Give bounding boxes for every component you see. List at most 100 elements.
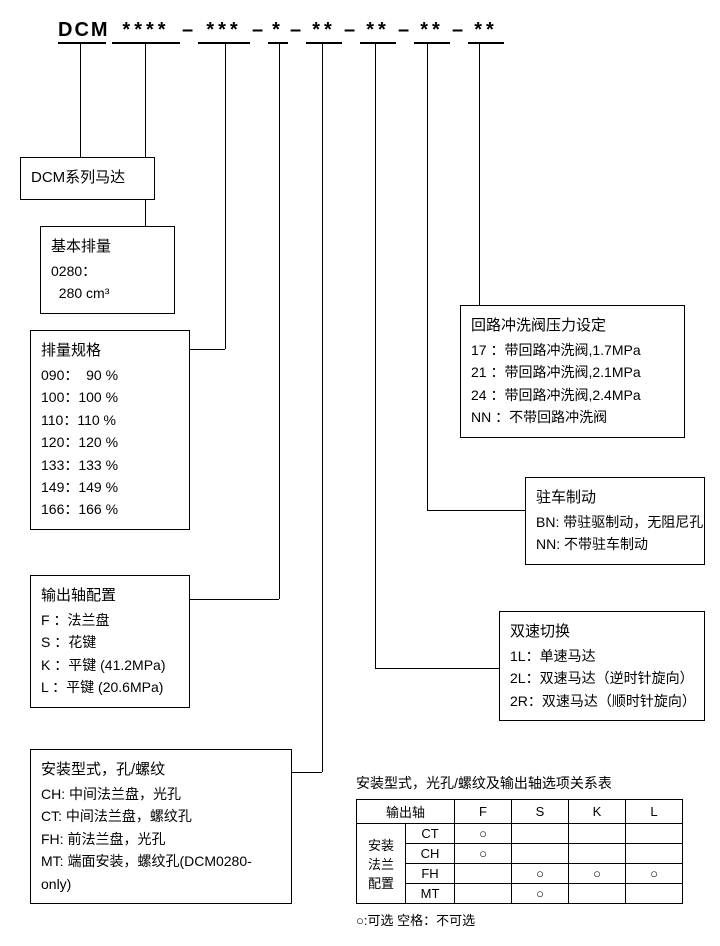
table-col-header: L — [626, 800, 683, 824]
box-b-line: 133：133 % — [41, 454, 179, 476]
relation-table-wrap: 安装型式，光孔/螺纹及输出轴选项关系表输出轴FSKL安装法兰配置CT○CH○FH… — [356, 773, 683, 929]
box-g: 回路冲洗阀压力设定 17 ：带回路冲洗阀,1.7MPa21 ：带回路冲洗阀,2.1… — [460, 305, 685, 438]
code-seg-b-underline — [198, 42, 250, 44]
box-e-line: 2R：双速马达（顺时针旋向） — [510, 690, 694, 712]
leader-5 — [190, 349, 225, 350]
table-cell — [626, 884, 683, 904]
box-c: 输出轴配置F ：法兰盘S ：花键K ：平键 (41.2MPa)L ：平键 (20… — [30, 575, 190, 708]
box-d2-title: 安装型式，孔/螺纹 — [41, 758, 281, 779]
table-cell — [512, 844, 569, 864]
box-e: 双速切换 1L：单速马达2L：双速马达（逆时针旋向）2R：双速马达（顺时针旋向） — [499, 611, 705, 721]
leader-14 — [479, 42, 480, 318]
code-seg-a: **** — [112, 19, 180, 42]
table-cell: ○ — [512, 864, 569, 884]
box-prefix: DCM系列马达 — [20, 157, 155, 200]
box-e-line: 2L：双速马达（逆时针旋向） — [510, 667, 694, 689]
box-f: 驻车制动 BN: 带驻驱制动，无阻尼孔NN: 不带驻车制动 — [525, 477, 705, 565]
table-cell — [569, 824, 626, 844]
code-sep: – — [290, 19, 301, 42]
code-seg-c: * — [268, 19, 288, 42]
table-cell: ○ — [569, 864, 626, 884]
box-b-line: 100：100 % — [41, 386, 179, 408]
box-b-line: 166：166 % — [41, 498, 179, 520]
box-a-line: 0280： — [51, 260, 164, 282]
relation-table: 输出轴FSKL安装法兰配置CT○CH○FH○○○MT○ — [356, 799, 683, 904]
box-d2-line: MT: 端面安装，螺纹孔(DCM0280- only) — [41, 850, 281, 895]
box-d2-line: CH: 中间法兰盘，光孔 — [41, 783, 281, 805]
box-f-line: NN: 不带驻车制动 — [536, 533, 694, 555]
code-prefix-underline — [58, 42, 106, 44]
leader-7 — [190, 599, 279, 600]
table-cell — [569, 884, 626, 904]
leader-0 — [80, 42, 81, 157]
leader-12 — [427, 42, 428, 510]
box-e-line: 1L：单速马达 — [510, 645, 694, 667]
table-row-header: CT — [406, 824, 455, 844]
code-seg-d-underline — [306, 42, 342, 44]
leader-11 — [375, 668, 499, 669]
table-col-header: F — [455, 800, 512, 824]
table-col-header: S — [512, 800, 569, 824]
box-b: 排量规格 090： 90 %100：100 %110：110 %120：120 %… — [30, 330, 190, 530]
code-prefix: DCM — [58, 19, 110, 42]
box-prefix-title: DCM系列马达 — [31, 166, 144, 187]
code-seg-c-underline — [268, 42, 288, 44]
code-sep: – — [344, 19, 355, 42]
code-seg-d: ** — [306, 19, 342, 42]
box-d2: 安装型式，孔/螺纹 CH: 中间法兰盘，光孔CT: 中间法兰盘，螺纹孔FH: 前法… — [30, 749, 292, 904]
box-a: 基本排量0280： 280 cm³ — [40, 226, 175, 314]
code-seg-g-underline — [468, 42, 504, 44]
table-row-header: CH — [406, 844, 455, 864]
leader-13 — [427, 510, 525, 511]
leader-8 — [322, 42, 323, 772]
leader-10 — [375, 42, 376, 668]
box-g-line: 17 ：带回路冲洗阀,1.7MPa — [471, 339, 674, 361]
code-sep: – — [398, 19, 409, 42]
relation-table-legend: ○:可选 空格：不可选 — [356, 910, 683, 929]
table-row-header: FH — [406, 864, 455, 884]
box-b-line: 120：120 % — [41, 431, 179, 453]
box-g-line: 21 ：带回路冲洗阀,2.1MPa — [471, 361, 674, 383]
table-cell — [512, 824, 569, 844]
table-cell — [626, 824, 683, 844]
code-seg-f-underline — [414, 42, 450, 44]
box-f-title: 驻车制动 — [536, 486, 694, 507]
code-seg-a-underline — [112, 42, 180, 44]
table-cell: ○ — [455, 824, 512, 844]
box-b-line: 090： 90 % — [41, 364, 179, 386]
box-g-line: 24 ：带回路冲洗阀,2.4MPa — [471, 384, 674, 406]
table-cell — [569, 844, 626, 864]
box-b-title: 排量规格 — [41, 339, 179, 360]
table-corner-top: 输出轴 — [357, 800, 455, 824]
table-cell: ○ — [455, 844, 512, 864]
box-c-line: L ：平键 (20.6MPa) — [41, 676, 179, 698]
code-sep: – — [182, 19, 193, 42]
box-d2-line: FH: 前法兰盘，光孔 — [41, 828, 281, 850]
table-col-header: K — [569, 800, 626, 824]
leader-4 — [225, 42, 226, 349]
box-c-title: 输出轴配置 — [41, 584, 179, 605]
box-d2-line: CT: 中间法兰盘，螺纹孔 — [41, 805, 281, 827]
code-sep: – — [452, 19, 463, 42]
box-b-line: 149：149 % — [41, 476, 179, 498]
table-cell: ○ — [512, 884, 569, 904]
table-cell: ○ — [626, 864, 683, 884]
leader-6 — [279, 42, 280, 599]
code-seg-e: ** — [360, 19, 396, 42]
table-cell — [626, 844, 683, 864]
box-a-title: 基本排量 — [51, 235, 164, 256]
code-seg-g: ** — [468, 19, 504, 42]
table-row-header: MT — [406, 884, 455, 904]
box-e-title: 双速切换 — [510, 620, 694, 641]
code-seg-b: *** — [198, 19, 250, 42]
table-corner-side: 安装法兰配置 — [357, 824, 406, 904]
table-cell — [455, 884, 512, 904]
leader-9 — [292, 772, 322, 773]
box-g-line: NN ：不带回路冲洗阀 — [471, 406, 674, 428]
box-g-title: 回路冲洗阀压力设定 — [471, 314, 674, 335]
code-seg-f: ** — [414, 19, 450, 42]
box-c-line: S ：花键 — [41, 631, 179, 653]
box-f-line: BN: 带驻驱制动，无阻尼孔 — [536, 511, 694, 533]
relation-table-caption: 安装型式，光孔/螺纹及输出轴选项关系表 — [356, 773, 683, 793]
box-b-line: 110：110 % — [41, 409, 179, 431]
